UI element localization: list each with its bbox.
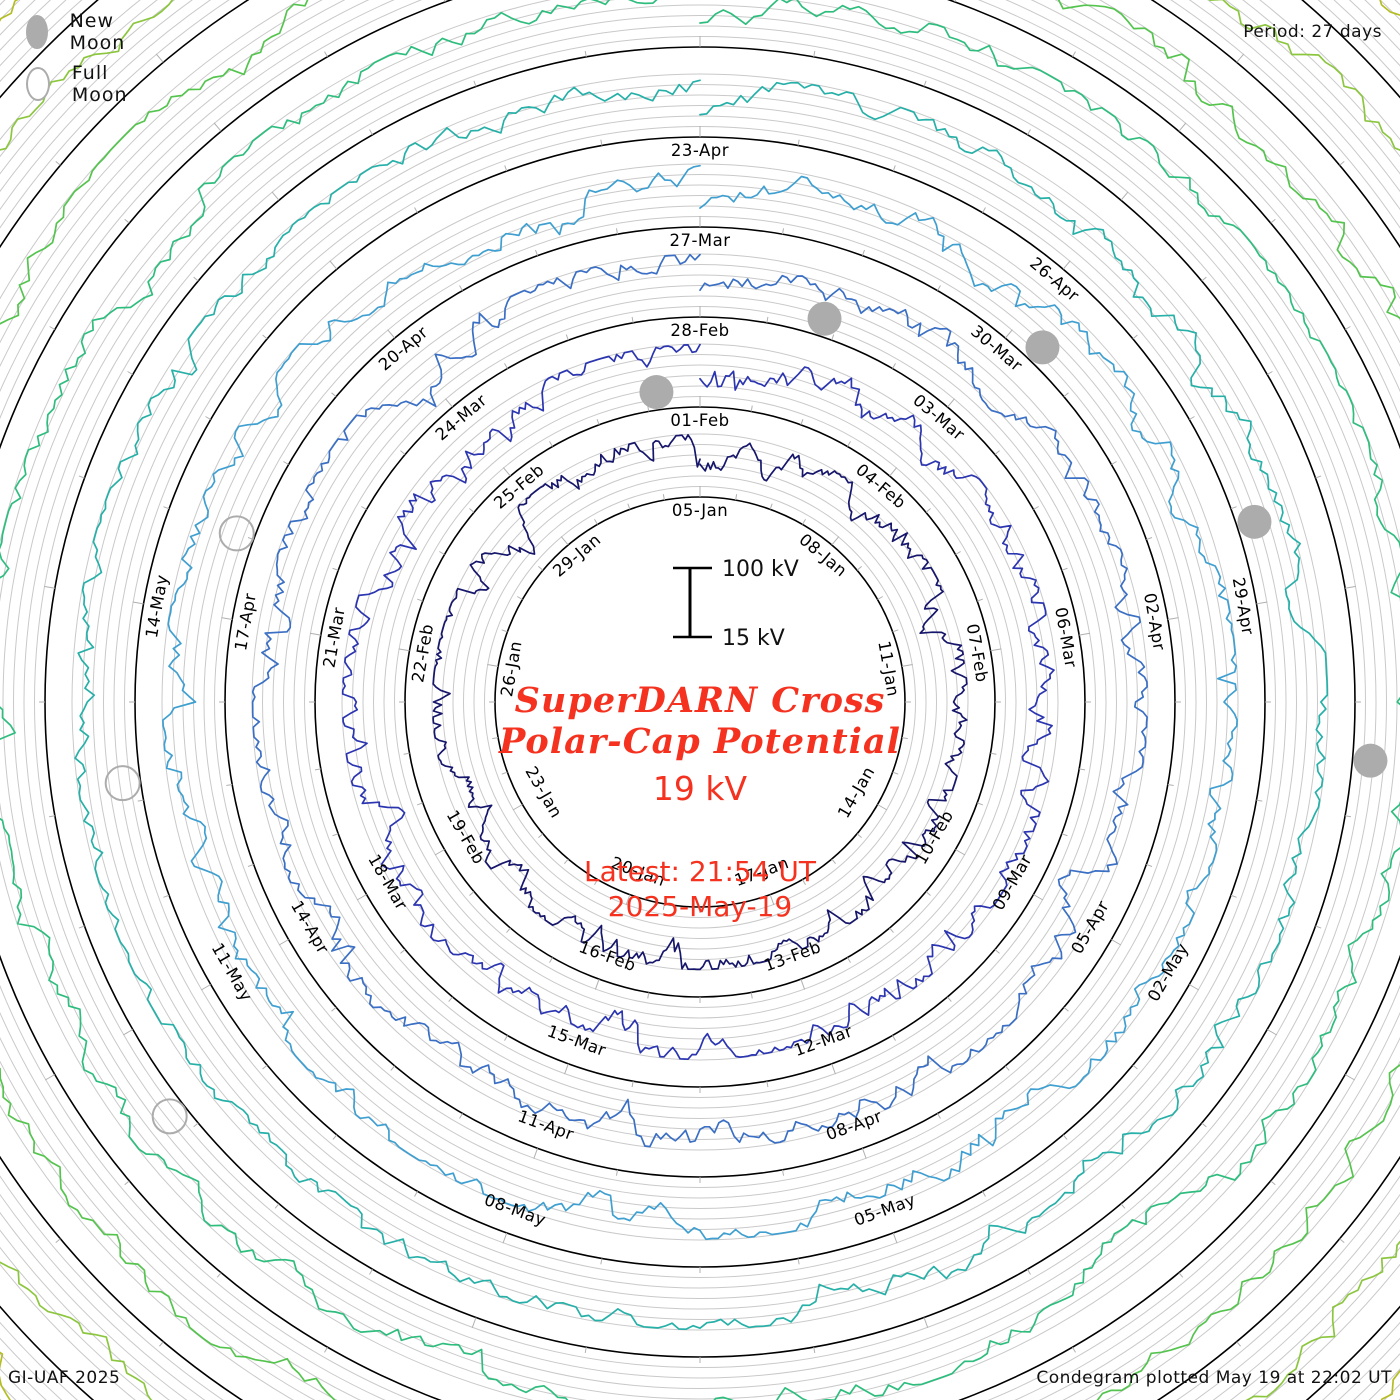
credit-label: GI-UAF 2025 (8, 1368, 121, 1388)
scalebar-bottom-label: 15 kV (722, 626, 785, 651)
full-moon-marker (218, 515, 255, 552)
ring-date-label: 11-May (208, 940, 256, 1005)
full-moon-marker (104, 765, 141, 802)
ring-date-label: 05-Jan (672, 501, 728, 520)
full-moon-icon (26, 67, 50, 101)
scalebar-top-label: 100 kV (722, 557, 799, 582)
legend-item-full-moon: Full Moon (26, 62, 138, 106)
ring-date-label: 23-Apr (671, 141, 729, 160)
chart-title-line2: Polar-Cap Potential (499, 721, 901, 762)
ring-date-label: 27-Mar (669, 231, 730, 250)
chart-title-line1: SuperDARN Cross (514, 680, 886, 721)
period-label: Period: 27 days (1243, 22, 1382, 42)
new-moon-marker (807, 301, 842, 336)
new-moon-marker (639, 375, 674, 410)
legend-label-full-moon: Full Moon (71, 62, 128, 106)
ring-date-label: 28-Feb (670, 321, 729, 340)
amplitude-scale-bar: 100 kV 15 kV (673, 557, 799, 651)
plotted-timestamp-label: Condegram plotted May 19 at 22:02 UT (1036, 1368, 1392, 1388)
latest-date: 2025-May-19 (607, 890, 793, 923)
ring-date-label: 01-Feb (670, 411, 729, 430)
legend-label-new-moon: New Moon (69, 10, 126, 54)
ring-date-label: 13-Feb (761, 937, 823, 975)
new-moon-marker (1237, 504, 1272, 539)
current-value: 19 kV (652, 769, 748, 808)
full-moon-marker (151, 1098, 188, 1135)
new-moon-marker (1025, 330, 1060, 365)
ring-date-label: 08-Apr (824, 1106, 885, 1144)
center-annotation: SuperDARN Cross Polar-Cap Potential 19 k… (0, 680, 1400, 924)
ring-date-label: 16-Feb (576, 937, 638, 975)
legend-item-new-moon: New Moon (26, 10, 138, 54)
ring-date-label: 02-May (1144, 940, 1192, 1005)
ring-date-label: 11-Apr (515, 1106, 576, 1144)
latest-time: Latest: 21:54 UT (583, 855, 817, 888)
new-moon-marker (1353, 743, 1388, 778)
new-moon-icon (26, 15, 48, 49)
